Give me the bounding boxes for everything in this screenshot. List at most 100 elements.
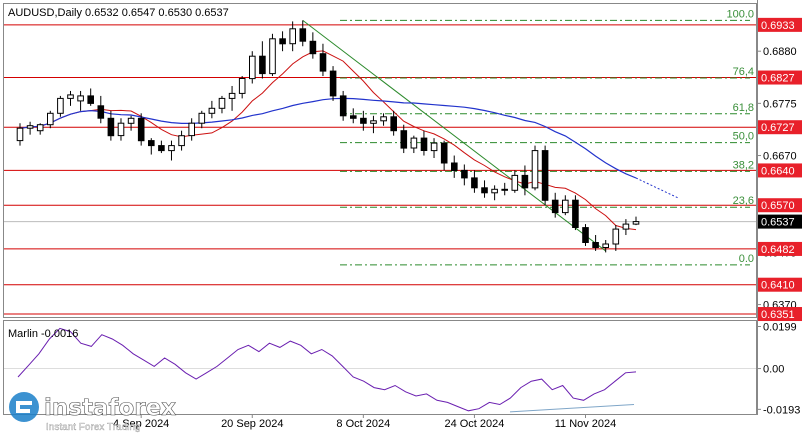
price-level-badge-label: 0.6410 [761,280,795,292]
price-level-badge [758,307,802,322]
candle-body [279,38,286,45]
candle-body [380,116,387,122]
candle-body [148,140,155,147]
candle-body [471,177,478,189]
candle-body [410,137,418,149]
marlin-indicator: 0.0199 0.00 -0.0193 [4,321,800,416]
price-level-badge-label: 0.6933 [761,20,795,32]
price-level-badge-label: 0.6351 [761,309,795,321]
marlin-y-tick-label: 0.00 [763,364,784,376]
candle-body [390,116,397,132]
candle-body [127,117,135,124]
candle-body [572,199,579,228]
candle-body [218,97,226,109]
marlin-y-tick-label: 0.0199 [763,321,797,333]
candle-body [451,162,458,171]
candle-body [259,55,266,75]
candle-body [440,142,448,164]
current-price-badge-label: 0.6537 [761,217,795,229]
marlin-y-tick-label: -0.0193 [763,404,800,416]
candle-body [481,187,488,194]
candle-body [329,70,337,97]
price-level-badge [758,277,802,292]
price-level-badge [758,70,802,85]
chart-header: AUDUSD,Daily 0.6532 0.6547 0.6530 0.6537 [8,7,229,19]
y-tick-label: 0.6880 [763,46,797,58]
candle-body [491,188,498,194]
marlin-divergence-line [509,403,635,413]
candle-body [521,174,529,189]
candle-body [622,223,630,230]
candle-body [592,242,599,248]
price-level-badge [758,120,802,135]
trendline [302,19,607,252]
fib-level-label: 76,4 [733,66,754,78]
candle-body [77,95,84,102]
x-tick-label: 8 Oct 2024 [336,418,390,430]
candle-body [582,227,589,244]
candle-body [137,117,145,142]
logo-mark [16,401,32,413]
instaforex-logo-icon [9,392,39,422]
price-level-badge-label: 0.6727 [761,122,795,134]
candle-body [16,127,24,142]
candle-body [350,115,357,119]
fib-level-label: 100.0 [726,8,754,20]
x-tick-label: 20 Sep 2024 [221,418,283,430]
fibonacci-levels: 100.0 76,4 61,8 50,0 38,2 23,6 0.0 [340,8,754,266]
y-tick-label: 0.6775 [763,98,797,110]
candle-body [107,117,115,137]
candle-body [632,221,640,225]
candle-body [47,112,54,126]
marlin-line [17,327,637,412]
candle-body [562,199,569,214]
candle-body [289,28,296,45]
watermark-brand: instaforex [44,395,176,421]
fib-level-label: 38,2 [733,159,754,171]
x-tick-label: 4 Sep 2024 [113,418,169,430]
candle-body [531,150,539,189]
candle-body [238,78,246,94]
watermark-tagline: Instant Forex Trading [46,422,141,433]
candle-body [208,107,216,114]
candle-body [67,94,74,99]
fib-level-label: 50,0 [733,131,754,143]
candle-body [541,150,549,201]
candle-body [188,122,195,137]
current-price-badge [758,214,802,229]
candle-body [461,169,468,179]
candle-body [430,142,438,152]
price-level-badge [758,241,802,256]
candle-body [117,122,125,137]
candle-body [511,174,519,191]
price-level-badge [758,198,802,213]
candle-body [269,38,276,75]
candle-body [420,137,428,152]
candle-body [57,97,64,114]
candle-body [370,120,377,124]
candle-body [551,199,559,214]
candle-body [299,28,307,42]
candle-body [319,53,327,72]
ma-slow-line [19,97,637,179]
candle-body [400,130,408,149]
candle-body [36,124,44,132]
candle-body [97,105,105,119]
candle-body [178,135,185,147]
price-level-badge-label: 0.6570 [761,200,795,212]
candle-body [360,117,367,124]
candle-body [26,125,34,129]
fib-level-label: 23,6 [733,195,754,207]
time-axis-ticks: 4 Sep 2024 20 Sep 2024 8 Oct 2024 24 Oct 20… [113,414,616,430]
candle-body [612,228,620,245]
price-level-badge-label: 0.6827 [761,73,795,85]
candle-body [158,145,165,152]
fib-level-label: 61,8 [733,102,754,114]
candles [16,20,640,253]
trend-lines [302,19,607,252]
ma-slow-projection [635,177,679,199]
main-chart-frame [3,3,757,318]
candle-body [339,95,347,117]
